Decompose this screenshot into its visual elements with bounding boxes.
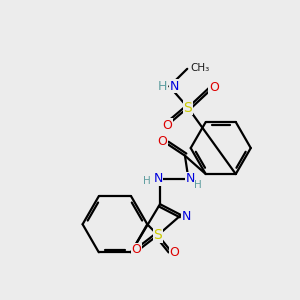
Text: O: O — [131, 243, 141, 256]
Text: N: N — [170, 80, 179, 93]
Text: H: H — [158, 80, 167, 93]
Text: H: H — [143, 176, 151, 186]
Text: O: O — [162, 119, 172, 132]
Text: O: O — [169, 246, 179, 259]
Text: N: N — [154, 172, 163, 185]
Text: N: N — [182, 210, 191, 223]
Text: CH₃: CH₃ — [190, 63, 209, 73]
Text: N: N — [186, 172, 195, 185]
Text: H: H — [194, 180, 202, 190]
Text: O: O — [157, 135, 167, 148]
Text: S: S — [184, 100, 192, 115]
Text: S: S — [154, 228, 162, 242]
Text: O: O — [209, 81, 219, 94]
